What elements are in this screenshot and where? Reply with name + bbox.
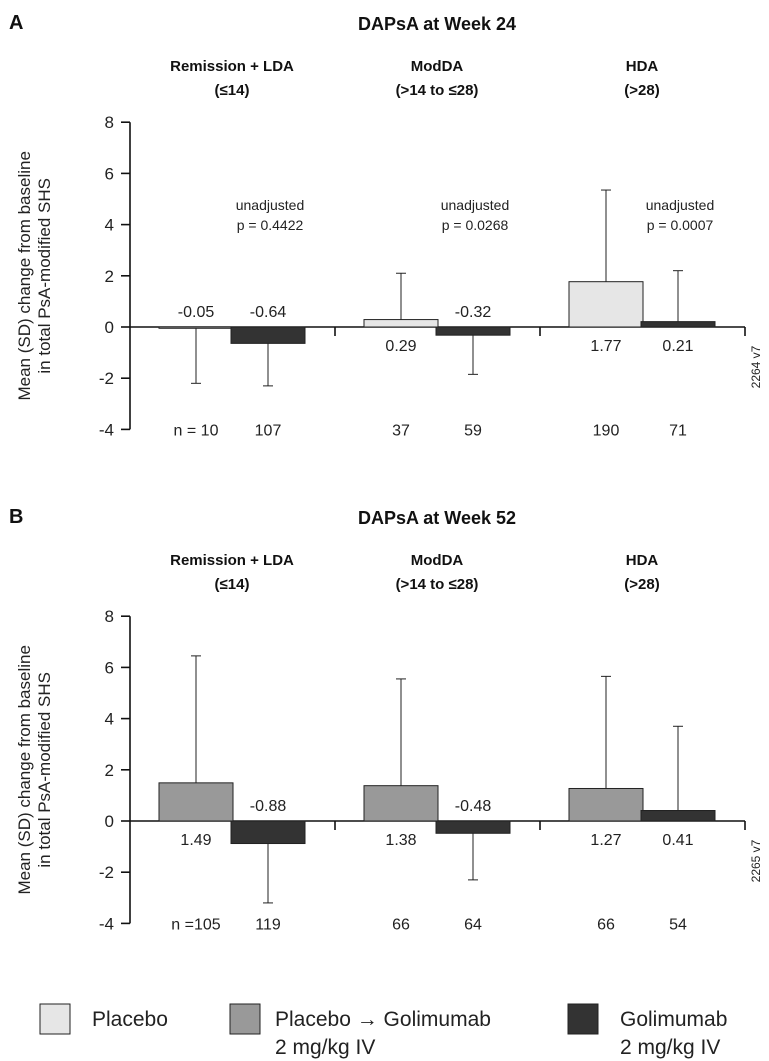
n-label: 59 (464, 422, 482, 439)
n-label: 37 (392, 422, 410, 439)
bar (640, 321, 716, 328)
y-tick-label: -4 (99, 914, 114, 933)
legend-swatch (39, 1003, 71, 1035)
bar (435, 326, 511, 336)
p-value-label: unadjusted (236, 197, 305, 213)
n-label: n =105 (171, 916, 220, 933)
y-tick-label: 0 (105, 318, 114, 337)
y-tick-label: 8 (105, 607, 114, 626)
group-label: ModDA (411, 552, 464, 569)
y-tick-label: 6 (105, 658, 114, 677)
figure-code: 2265 v7 (749, 839, 763, 882)
legend-swatch (229, 1003, 261, 1035)
y-axis-label: in total PsA-modified SHS (35, 178, 54, 374)
y-tick-label: 8 (105, 113, 114, 132)
y-tick-label: 2 (105, 267, 114, 286)
group-label: Remission + LDA (170, 552, 294, 569)
n-label: 71 (669, 422, 687, 439)
data-label: 0.41 (662, 832, 693, 849)
data-label: -0.88 (250, 798, 287, 815)
data-label: 1.38 (385, 832, 416, 849)
data-label: -0.05 (178, 304, 215, 321)
n-label: 66 (392, 916, 410, 933)
data-label: -0.32 (455, 304, 492, 321)
bar (435, 820, 511, 834)
y-tick-label: 4 (105, 710, 114, 729)
data-label: 1.49 (180, 832, 211, 849)
legend-label: 2 mg/kg IV (620, 1036, 720, 1059)
data-label: -0.48 (455, 798, 492, 815)
y-tick-label: 4 (105, 216, 114, 235)
y-tick-label: -2 (99, 863, 114, 882)
bar (640, 810, 716, 822)
group-label: HDA (626, 552, 659, 569)
y-axis-label: Mean (SD) change from baseline (15, 645, 34, 894)
n-label: 119 (255, 916, 281, 933)
p-value: p = 0.0268 (442, 217, 509, 233)
p-value-label: unadjusted (441, 197, 510, 213)
y-tick-label: 0 (105, 812, 114, 831)
bar (363, 319, 439, 328)
n-label: 54 (669, 916, 687, 933)
y-tick-label: -4 (99, 420, 114, 439)
p-value-label: unadjusted (646, 197, 715, 213)
bar (230, 820, 306, 845)
panel-letter: B (9, 506, 23, 528)
y-tick-label: 6 (105, 164, 114, 183)
bar (230, 326, 306, 344)
panel-a: A DAPsA at Week 24 Mean (SD) change from b… (9, 12, 763, 439)
legend-label: 2 mg/kg IV (275, 1036, 375, 1059)
legend-label: Placebo → Golimumab (275, 1008, 491, 1031)
data-label: 1.77 (590, 338, 621, 355)
group-label: (≤14) (215, 82, 250, 99)
n-label: 190 (593, 422, 620, 439)
legend-label: Placebo (92, 1008, 168, 1031)
n-label: 64 (464, 916, 482, 933)
n-label: n = 10 (174, 422, 219, 439)
p-value: p = 0.0007 (647, 217, 714, 233)
y-tick-label: 2 (105, 761, 114, 780)
bar (568, 787, 644, 822)
bar (158, 782, 234, 822)
panel-letter: A (9, 12, 23, 34)
legend: Placebo Placebo → Golimumab 2 mg/kg IV Goli… (39, 1003, 727, 1059)
data-label: 0.29 (385, 338, 416, 355)
legend-label: Golimumab (620, 1008, 727, 1031)
group-label: (≤14) (215, 576, 250, 593)
group-label: HDA (626, 58, 659, 75)
data-label: 1.27 (590, 832, 621, 849)
y-tick-label: -2 (99, 369, 114, 388)
group-label: (>14 to ≤28) (396, 82, 479, 99)
panel-b: B DAPsA at Week 52 Mean (SD) change from b… (9, 506, 763, 933)
group-label: Remission + LDA (170, 58, 294, 75)
data-label: -0.64 (250, 304, 287, 321)
bar (158, 326, 234, 329)
p-value: p = 0.4422 (237, 217, 304, 233)
figure-code: 2264 v7 (749, 345, 763, 388)
bar (568, 281, 644, 328)
n-label: 107 (255, 422, 282, 439)
legend-swatch (567, 1003, 599, 1035)
group-label: (>14 to ≤28) (396, 576, 479, 593)
chart-title: DAPsA at Week 52 (358, 508, 516, 528)
n-label: 66 (597, 916, 615, 933)
data-label: 0.21 (662, 338, 693, 355)
group-label: (>28) (624, 82, 659, 99)
y-axis-label: Mean (SD) change from baseline (15, 151, 34, 400)
group-label: ModDA (411, 58, 464, 75)
group-label: (>28) (624, 576, 659, 593)
chart-title: DAPsA at Week 24 (358, 14, 516, 34)
y-axis-label: in total PsA-modified SHS (35, 672, 54, 868)
bar (363, 785, 439, 822)
